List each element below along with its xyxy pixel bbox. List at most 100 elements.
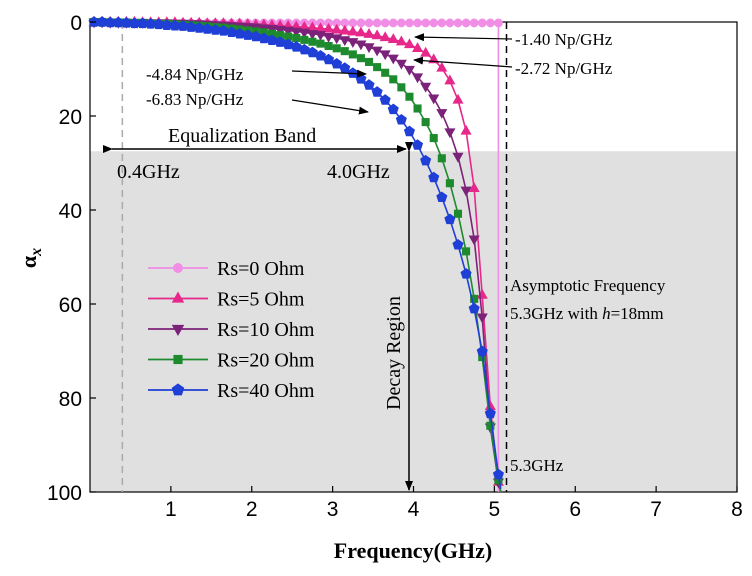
slope-label-rs40: -6.83 Np/GHz — [146, 90, 244, 109]
slope-label-rs5: -1.40 Np/GHz — [515, 30, 613, 49]
data-point — [428, 171, 440, 183]
data-point — [485, 18, 495, 28]
data-point — [395, 35, 407, 46]
data-point — [381, 68, 390, 77]
legend-label: Rs=40 Ohm — [217, 380, 315, 402]
x-tick-label: 6 — [569, 498, 581, 521]
data-point — [379, 50, 391, 61]
asym-prefix: 5.3GHz with — [510, 304, 602, 323]
data-point — [373, 63, 382, 72]
data-point — [436, 61, 448, 72]
band-end-label: 4.0GHz — [327, 161, 390, 183]
data-point — [324, 41, 333, 51]
data-point — [274, 36, 286, 47]
data-point — [470, 294, 479, 303]
data-point — [452, 238, 464, 250]
data-point — [468, 302, 480, 314]
data-point — [290, 41, 302, 52]
slope-label-rs20: -4.84 Np/GHz — [146, 65, 244, 84]
data-point — [413, 18, 422, 28]
data-point — [171, 324, 185, 337]
data-point — [397, 83, 406, 92]
data-point — [453, 209, 463, 218]
data-point — [388, 18, 398, 28]
data-point — [477, 18, 487, 28]
data-point — [387, 54, 399, 65]
x-tick-label: 5 — [489, 498, 501, 521]
data-point — [339, 24, 351, 35]
data-point — [274, 25, 286, 36]
series-layer — [88, 15, 504, 493]
equalization-band-label: Equalization Band — [168, 125, 316, 147]
data-point — [371, 46, 383, 57]
data-point — [331, 34, 343, 45]
data-point — [298, 28, 310, 39]
y-tick-label: 80 — [59, 388, 82, 411]
data-point — [452, 93, 464, 104]
data-point — [437, 154, 446, 163]
data-point — [429, 18, 439, 28]
data-point — [494, 18, 503, 28]
legend-item: Rs=10 Ohm — [148, 319, 315, 341]
data-point — [332, 44, 341, 53]
data-point — [339, 62, 351, 73]
data-point — [316, 39, 325, 48]
data-point — [364, 57, 374, 66]
data-point — [468, 182, 480, 192]
data-point — [421, 118, 430, 127]
data-point — [420, 154, 432, 166]
data-point — [460, 186, 472, 197]
data-point — [308, 37, 317, 46]
data-point — [153, 18, 165, 30]
data-point — [379, 31, 391, 42]
data-point — [371, 86, 383, 97]
data-point — [340, 47, 349, 56]
data-point — [412, 73, 424, 84]
data-point — [452, 152, 464, 163]
data-point — [314, 31, 327, 41]
asymptotic-frequency-label: Asymptotic Frequency — [510, 276, 666, 295]
data-point — [387, 33, 399, 44]
data-point — [356, 18, 366, 28]
slope-arrow-rs10 — [413, 56, 513, 68]
data-point — [468, 235, 480, 246]
data-point — [300, 35, 309, 44]
legend-item: Rs=20 Ohm — [148, 350, 315, 372]
data-point — [389, 75, 398, 84]
data-point — [364, 18, 374, 28]
slope-label-rs10: -2.72 Np/GHz — [515, 59, 613, 78]
data-point — [461, 18, 471, 28]
data-point — [282, 38, 294, 50]
data-point — [453, 18, 463, 28]
data-point — [436, 191, 448, 202]
x-axis-title: Frequency(GHz) — [334, 538, 492, 563]
data-point — [476, 313, 488, 324]
data-point — [403, 125, 415, 137]
data-point — [379, 94, 391, 105]
data-point — [371, 29, 383, 40]
data-point — [266, 34, 278, 45]
legend-item: Rs=5 Ohm — [148, 289, 305, 311]
legend: Rs=0 Ohm Rs=5 Ohm Rs=10 Ohm Rs=20 Ohm Rs=40 … — [148, 258, 315, 402]
data-point — [339, 36, 351, 47]
cutoff-frequency-label: 5.3GHz — [510, 456, 564, 475]
data-point — [460, 268, 472, 279]
data-point — [331, 23, 343, 34]
data-point — [363, 43, 375, 54]
slope-arrow-rs5 — [414, 33, 513, 42]
y-tick-label: 60 — [59, 294, 82, 317]
data-point — [405, 18, 414, 28]
asymptotic-frequency-detail: 5.3GHz with h=18mm — [510, 304, 664, 323]
data-point — [347, 25, 359, 36]
data-point — [444, 74, 456, 85]
data-point — [405, 92, 414, 101]
data-point — [171, 383, 185, 396]
data-point — [395, 59, 407, 70]
data-point — [420, 46, 432, 57]
data-point — [355, 40, 367, 51]
y-tick-label: 40 — [59, 200, 82, 223]
y-tick-label: 20 — [59, 106, 82, 129]
data-point — [396, 18, 406, 28]
data-point — [412, 139, 424, 150]
